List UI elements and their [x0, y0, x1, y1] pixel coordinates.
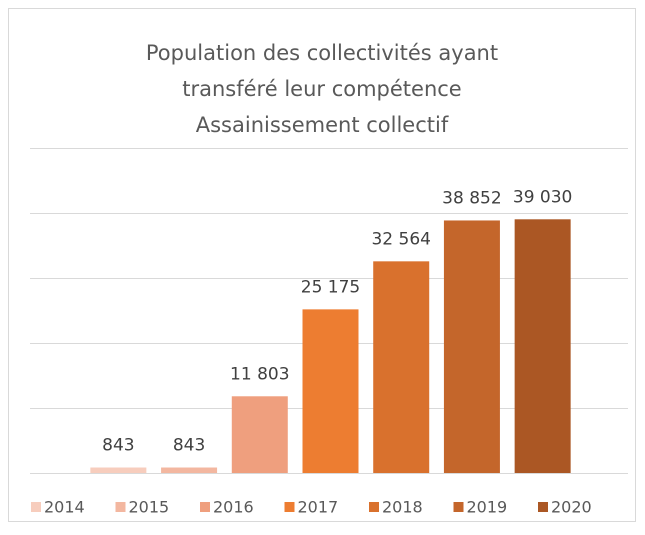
bar	[514, 219, 571, 473]
bar	[161, 467, 218, 473]
legend-label: 2017	[298, 498, 339, 517]
data-label: 38 852	[442, 188, 501, 208]
bar	[302, 309, 359, 473]
data-label: 25 175	[301, 277, 360, 297]
legend-swatch	[284, 502, 295, 512]
bar	[90, 467, 147, 473]
bar	[373, 261, 430, 473]
data-label: 11 803	[230, 364, 289, 384]
legend-swatch	[31, 502, 41, 512]
legend-label: 2016	[213, 498, 254, 517]
chart-title: Population des collectivités ayant	[146, 41, 498, 65]
legend-swatch	[369, 502, 379, 512]
legend-swatch	[200, 502, 210, 512]
legend-swatch	[538, 502, 548, 512]
data-label: 39 030	[513, 187, 572, 207]
data-label: 32 564	[371, 229, 430, 249]
legend-label: 2015	[129, 498, 170, 517]
legend-label: 2020	[551, 498, 592, 517]
chart-title: Assainissement collectif	[196, 113, 449, 137]
legend-label: 2019	[467, 498, 508, 517]
bar	[231, 396, 288, 473]
legend-swatch	[453, 502, 464, 512]
data-label: 843	[102, 436, 134, 456]
bar	[443, 220, 500, 473]
legend-swatch	[115, 502, 126, 512]
data-label: 843	[173, 436, 205, 456]
legend-label: 2014	[44, 498, 85, 517]
legend-label: 2018	[382, 498, 423, 517]
chart-title: transféré leur compétence	[182, 77, 461, 101]
